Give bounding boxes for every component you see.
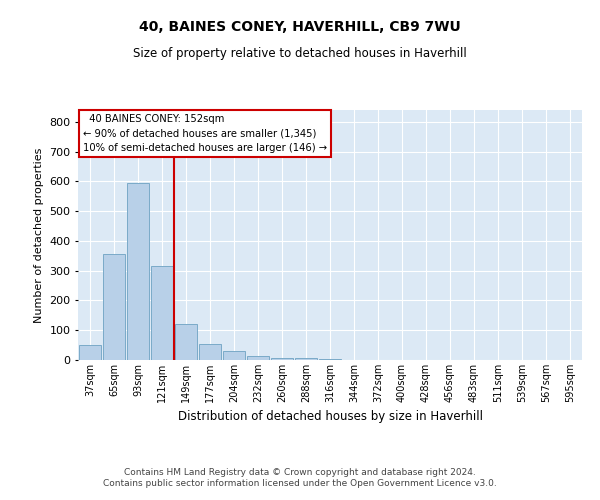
Text: Size of property relative to detached houses in Haverhill: Size of property relative to detached ho… — [133, 48, 467, 60]
Bar — [127, 183, 149, 360]
Bar — [175, 324, 197, 360]
Bar — [79, 345, 101, 360]
Bar — [151, 266, 173, 360]
Bar — [319, 358, 341, 360]
Bar — [199, 344, 221, 360]
Text: 40, BAINES CONEY, HAVERHILL, CB9 7WU: 40, BAINES CONEY, HAVERHILL, CB9 7WU — [139, 20, 461, 34]
Bar — [271, 358, 293, 360]
Bar — [223, 351, 245, 360]
Bar — [247, 356, 269, 360]
Y-axis label: Number of detached properties: Number of detached properties — [34, 148, 44, 322]
X-axis label: Distribution of detached houses by size in Haverhill: Distribution of detached houses by size … — [178, 410, 482, 424]
Text: 40 BAINES CONEY: 152sqm
← 90% of detached houses are smaller (1,345)
10% of semi: 40 BAINES CONEY: 152sqm ← 90% of detache… — [83, 114, 327, 154]
Text: Contains HM Land Registry data © Crown copyright and database right 2024.
Contai: Contains HM Land Registry data © Crown c… — [103, 468, 497, 487]
Bar — [103, 254, 125, 360]
Bar — [295, 358, 317, 360]
